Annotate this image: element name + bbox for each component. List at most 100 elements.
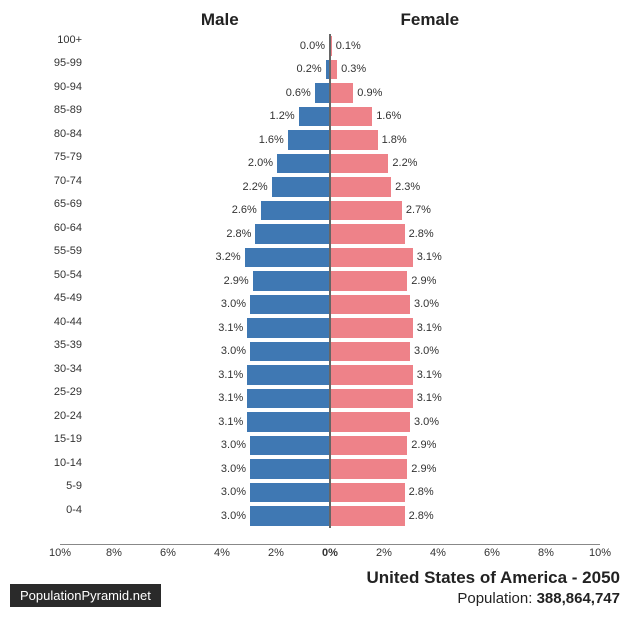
female-bar: 1.8% (330, 129, 379, 151)
female-pct: 3.1% (413, 392, 442, 404)
age-label: 5-9 (42, 480, 82, 492)
x-tick: 2% (376, 547, 392, 559)
female-bar: 2.9% (330, 458, 408, 480)
x-tick: 10% (589, 547, 611, 559)
male-pct: 3.0% (221, 298, 250, 310)
female-bar: 3.0% (330, 294, 411, 316)
chart-rows: 0.0%0.1%0.2%0.3%0.6%0.9%1.2%1.6%1.6%1.8%… (60, 34, 600, 528)
female-bar: 3.0% (330, 341, 411, 363)
population-value: 388,864,747 (537, 590, 620, 607)
age-label: 25-29 (42, 386, 82, 398)
female-pct: 3.0% (410, 298, 439, 310)
male-bar: 3.2% (244, 247, 330, 269)
male-pct: 0.2% (297, 63, 326, 75)
male-bar: 2.8% (254, 223, 330, 245)
female-pct: 2.9% (407, 463, 436, 475)
x-axis: 10%8%6%4%2%0%2%4%6%8%10% (60, 544, 600, 564)
age-label: 0-4 (42, 504, 82, 516)
age-label: 40-44 (42, 316, 82, 328)
male-bar: 3.1% (246, 364, 330, 386)
male-bar: 3.1% (246, 388, 330, 410)
female-bar: 3.1% (330, 388, 414, 410)
male-bar: 2.0% (276, 153, 330, 175)
male-pct: 3.2% (216, 251, 245, 263)
age-label: 50-54 (42, 269, 82, 281)
male-bar: 3.0% (249, 341, 330, 363)
x-tick: 4% (214, 547, 230, 559)
age-label: 20-24 (42, 410, 82, 422)
male-pct: 0.6% (286, 87, 315, 99)
x-tick: 8% (106, 547, 122, 559)
male-pct: 3.1% (218, 322, 247, 334)
age-label: 60-64 (42, 222, 82, 234)
male-pct: 2.2% (243, 181, 272, 193)
male-bar: 1.6% (287, 129, 330, 151)
female-pct: 1.6% (372, 110, 401, 122)
age-label: 35-39 (42, 339, 82, 351)
age-label: 100+ (42, 34, 82, 46)
female-bar: 2.9% (330, 270, 408, 292)
male-pct: 3.0% (221, 510, 250, 522)
female-bar: 2.7% (330, 200, 403, 222)
male-pct: 2.9% (224, 275, 253, 287)
male-bar: 3.0% (249, 482, 330, 504)
male-pct: 3.0% (221, 345, 250, 357)
female-pct: 2.7% (402, 204, 431, 216)
female-bar: 1.6% (330, 106, 373, 128)
female-pct: 2.8% (405, 486, 434, 498)
male-pct: 2.0% (248, 157, 277, 169)
male-label: Male (201, 10, 239, 30)
male-bar: 2.6% (260, 200, 330, 222)
male-pct: 0.0% (300, 40, 329, 52)
female-bar: 0.3% (330, 59, 338, 81)
male-bar: 2.9% (252, 270, 330, 292)
male-bar: 3.1% (246, 411, 330, 433)
pyramid-chart: Male Female 0.0%0.1%0.2%0.3%0.6%0.9%1.2%… (60, 10, 600, 540)
x-tick: 4% (430, 547, 446, 559)
female-pct: 2.3% (391, 181, 420, 193)
female-bar: 2.8% (330, 223, 406, 245)
x-tick: 8% (538, 547, 554, 559)
age-label: 15-19 (42, 433, 82, 445)
female-bar: 3.1% (330, 247, 414, 269)
male-bar: 3.0% (249, 294, 330, 316)
female-bar: 0.9% (330, 82, 354, 104)
age-label: 10-14 (42, 457, 82, 469)
male-pct: 3.1% (218, 369, 247, 381)
chart-footer: United States of America - 2050 Populati… (10, 568, 620, 607)
x-tick: 10% (49, 547, 71, 559)
female-pct: 3.0% (410, 416, 439, 428)
age-label: 55-59 (42, 245, 82, 257)
female-bar: 2.8% (330, 505, 406, 527)
age-label: 80-84 (42, 128, 82, 140)
age-label: 95-99 (42, 57, 82, 69)
male-bar: 2.2% (271, 176, 330, 198)
male-bar: 3.1% (246, 317, 330, 339)
female-pct: 0.3% (337, 63, 366, 75)
x-tick: 2% (268, 547, 284, 559)
age-label: 75-79 (42, 151, 82, 163)
age-label: 85-89 (42, 104, 82, 116)
female-label: Female (400, 10, 459, 30)
male-pct: 1.6% (259, 134, 288, 146)
male-pct: 3.1% (218, 392, 247, 404)
female-bar: 2.2% (330, 153, 389, 175)
female-pct: 2.2% (388, 157, 417, 169)
female-bar: 2.8% (330, 482, 406, 504)
female-pct: 2.8% (405, 228, 434, 240)
chart-header: Male Female (60, 10, 600, 34)
x-tick: 6% (160, 547, 176, 559)
age-label: 45-49 (42, 292, 82, 304)
male-pct: 3.0% (221, 439, 250, 451)
female-pct: 2.9% (407, 275, 436, 287)
female-pct: 3.1% (413, 322, 442, 334)
male-pct: 2.6% (232, 204, 261, 216)
female-pct: 2.8% (405, 510, 434, 522)
x-tick: 0% (322, 547, 338, 559)
female-bar: 2.3% (330, 176, 392, 198)
age-label: 90-94 (42, 81, 82, 93)
male-pct: 2.8% (226, 228, 255, 240)
male-bar: 1.2% (298, 106, 330, 128)
male-bar: 0.6% (314, 82, 330, 104)
male-bar: 3.0% (249, 505, 330, 527)
